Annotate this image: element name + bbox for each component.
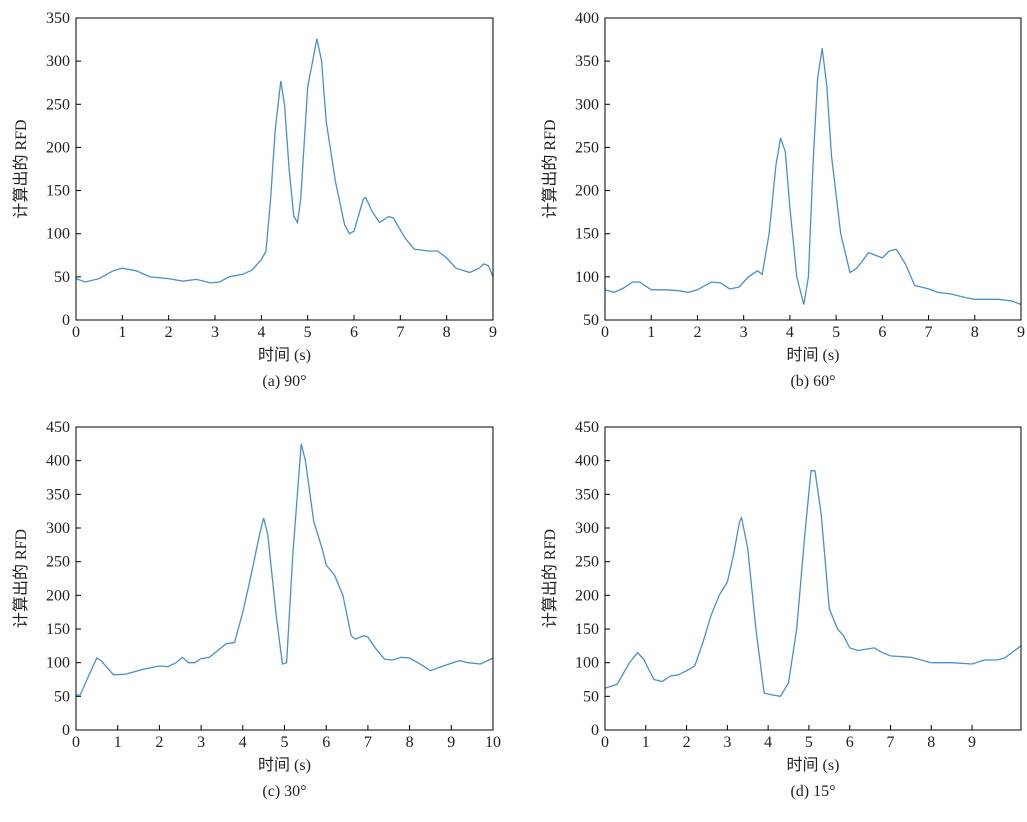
y-axis-label: 计算出的 RFD [540,119,559,218]
x-tick-label: 7 [396,324,404,341]
x-tick-label: 9 [1017,324,1025,341]
y-tick-label: 250 [575,139,599,156]
x-tick-label: 0 [601,734,609,751]
x-tick-label: 8 [971,324,979,341]
x-tick-label: 10 [485,734,501,751]
y-tick-label: 0 [591,722,599,739]
y-tick-label: 350 [46,10,70,27]
plot-frame [604,17,1022,321]
x-tick-label: 1 [114,734,122,751]
x-tick-label: 5 [281,734,289,751]
y-tick-label: 150 [575,621,599,638]
y-tick-label: 250 [46,554,70,571]
y-tick-label: 150 [46,183,70,200]
y-axis-label: 计算出的 RFD [540,529,559,628]
y-tick-label: 450 [575,419,599,436]
chart-title: (d) 15° [790,783,835,800]
plot-frame [75,426,494,731]
x-tick-label: 4 [764,734,772,751]
x-tick-label: 6 [878,324,886,341]
x-tick-label: 9 [489,324,497,341]
y-tick-label: 300 [575,520,599,537]
x-tick-label: 1 [118,324,126,341]
y-tick-label: 100 [46,226,70,243]
x-tick-label: 9 [968,734,976,751]
y-tick-label: 350 [575,53,599,70]
y-tick-label: 200 [46,587,70,604]
x-tick-label: 2 [165,324,173,341]
x-tick-label: 6 [846,734,854,751]
x-tick-label: 8 [406,734,414,751]
data-line [604,48,1022,306]
y-tick-label: 250 [575,554,599,571]
x-tick-label: 1 [642,734,650,751]
x-tick-label: 7 [886,734,894,751]
chart-title: (c) 30° [262,783,306,800]
chart-title: (b) 60° [790,373,835,390]
y-tick-label: 300 [575,96,599,113]
plot-frame [75,17,494,321]
x-tick-label: 3 [197,734,205,751]
y-tick-label: 0 [62,312,70,329]
x-tick-label: 7 [925,324,933,341]
data-line [75,38,494,284]
x-tick-label: 5 [832,324,840,341]
x-tick-label: 8 [927,734,935,751]
x-axis-label: 时间 (s) [787,346,840,364]
y-tick-label: 250 [46,96,70,113]
plot-frame [604,426,1022,731]
x-axis-label: 时间 (s) [787,756,840,774]
y-tick-label: 50 [54,269,70,286]
y-tick-label: 0 [62,722,70,739]
x-tick-label: 3 [740,324,748,341]
data-line [604,470,1022,698]
chart-title: (a) 90° [262,373,306,390]
x-tick-label: 3 [211,324,219,341]
y-axis-label: 计算出的 RFD [11,529,30,628]
y-tick-label: 350 [575,486,599,503]
y-tick-label: 400 [575,453,599,470]
y-tick-label: 50 [54,688,70,705]
x-axis-label: 时间 (s) [258,346,311,364]
y-tick-label: 100 [575,655,599,672]
y-axis-label: 计算出的 RFD [11,119,30,218]
y-tick-label: 200 [46,139,70,156]
y-tick-label: 50 [583,688,599,705]
x-tick-label: 2 [693,324,701,341]
y-tick-label: 300 [46,520,70,537]
x-tick-label: 6 [350,324,358,341]
x-tick-label: 6 [322,734,330,751]
x-tick-label: 8 [443,324,451,341]
x-axis-label: 时间 (s) [258,756,311,774]
y-tick-label: 400 [575,10,599,27]
y-tick-label: 100 [575,269,599,286]
x-tick-label: 4 [257,324,265,341]
x-tick-label: 2 [683,734,691,751]
x-tick-label: 5 [304,324,312,341]
x-tick-label: 0 [72,734,80,751]
x-tick-label: 4 [239,734,247,751]
y-tick-label: 50 [583,312,599,329]
data-line [76,443,494,696]
y-tick-label: 150 [46,621,70,638]
x-tick-label: 9 [447,734,455,751]
y-tick-label: 200 [575,587,599,604]
y-tick-label: 100 [46,655,70,672]
x-tick-label: 5 [805,734,813,751]
y-tick-label: 350 [46,486,70,503]
x-tick-label: 0 [601,324,609,341]
y-tick-label: 300 [46,53,70,70]
y-tick-label: 200 [575,183,599,200]
x-tick-label: 4 [786,324,794,341]
x-tick-label: 1 [647,324,655,341]
x-tick-label: 7 [364,734,372,751]
y-tick-label: 450 [46,419,70,436]
x-tick-label: 2 [155,734,163,751]
y-tick-label: 400 [46,453,70,470]
x-tick-label: 3 [723,734,731,751]
y-tick-label: 150 [575,226,599,243]
x-tick-label: 0 [72,324,80,341]
